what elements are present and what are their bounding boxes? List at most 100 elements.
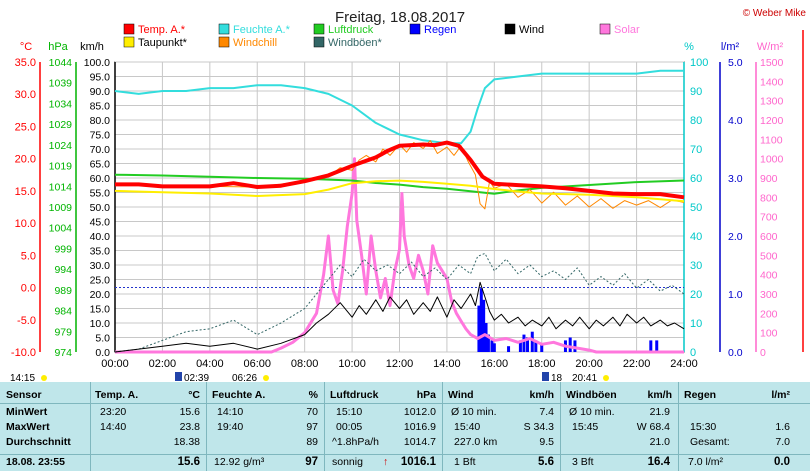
avg-humidity: 89 <box>306 436 318 448</box>
sun-icon <box>263 375 269 381</box>
pressure-trend: ^1.8hPa/h <box>332 436 379 448</box>
humidity-axis-tick-label: 10 <box>690 318 702 330</box>
header-pressure-unit: hPa <box>416 389 436 401</box>
chart-credit: © Weber Mike <box>743 8 807 19</box>
wind-axis-tick-label: 0.0 <box>95 347 110 359</box>
rain-bar <box>479 288 483 352</box>
table-header-divider <box>0 403 810 404</box>
rain-bar <box>530 331 534 352</box>
solar-axis-tick-label: 1200 <box>760 115 784 127</box>
avg-gusts: 21.0 <box>649 436 670 448</box>
x-tick-label: 00:00 <box>101 358 129 370</box>
time-marker-mid: 18 <box>551 373 563 382</box>
current-pressure: 1016.1 <box>400 456 436 468</box>
wind-axis-tick-label: 30.0 <box>90 260 111 272</box>
rain-axis-tick-label: 2.0 <box>728 231 743 243</box>
current-humidity: 97 <box>305 456 318 468</box>
wind-axis-tick-label: 55.0 <box>90 188 111 200</box>
pressure-rising-arrow-icon: ↑ <box>383 456 389 468</box>
table-row-max: MaxWert 14:40 23.8 19:40 97 00:05 1016.9… <box>0 420 810 435</box>
wind-axis-tick-label: 15.0 <box>90 304 111 316</box>
current-gusts: 16.4 <box>647 456 670 468</box>
wind-axis-tick-label: 50.0 <box>90 202 111 214</box>
max-pressure-time: 00:05 <box>336 421 363 433</box>
legend-swatch <box>504 23 516 35</box>
header-pressure: Luftdruck <box>330 389 379 401</box>
legend-swatch <box>409 23 421 35</box>
rain-bar <box>568 337 572 352</box>
min-humidity-time: 14:10 <box>217 406 244 418</box>
rain-bar <box>477 305 481 352</box>
legend-swatch <box>313 36 325 48</box>
column-divider <box>560 382 561 471</box>
min-temp-time: 23:20 <box>100 406 127 418</box>
sunrise-time-2: 06:26 <box>232 373 257 382</box>
wind-axis-tick-label: 60.0 <box>90 173 111 185</box>
wind-axis-tick-label: 20.0 <box>90 289 111 301</box>
legend-swatch <box>218 36 230 48</box>
legend-swatch <box>599 23 611 35</box>
feuchte-series-line <box>114 69 684 145</box>
solar-unit-label: W/m² <box>757 41 784 53</box>
x-tick-label: 14:00 <box>433 358 461 370</box>
min-gusts: 21.9 <box>649 406 670 418</box>
table-header-row: Sensor Temp. A. °C Feuchte A. % Luftdruc… <box>0 388 810 403</box>
max-wind-time: 15:40 <box>454 421 481 433</box>
sun-icon <box>603 375 609 381</box>
temp-unit-label: °C <box>20 41 32 53</box>
legend-label: Solar <box>614 24 640 36</box>
current-gusts-beaufort: 3 Bft <box>572 456 594 468</box>
max-temp-time: 14:40 <box>100 421 127 433</box>
sun-icon <box>41 375 47 381</box>
chart-title: Freitag, 18.08.2017 <box>335 9 465 26</box>
row-label: Durchschnitt <box>6 436 71 448</box>
header-humidity: Feuchte A. <box>212 389 266 401</box>
min-gusts-label: Ø 10 min. <box>569 406 615 418</box>
max-temp: 23.8 <box>179 421 200 433</box>
wind-series-line <box>114 281 685 353</box>
max-pressure: 1016.9 <box>403 421 436 433</box>
pressure-axis-tick-label: 1004 <box>49 223 73 235</box>
legend-label: Taupunkt* <box>138 37 188 49</box>
header-temp-unit: °C <box>188 389 200 401</box>
pressure-axis-tick-label: 974 <box>54 347 72 359</box>
rain-axis-tick-label: 4.0 <box>728 115 743 127</box>
solar-axis-tick-label: 1300 <box>760 96 784 108</box>
solar-axis-tick-label: 1400 <box>760 76 784 88</box>
max-rain: 1.6 <box>775 421 790 433</box>
x-tick-label: 08:00 <box>291 358 319 370</box>
table-row-average: Durchschnitt 18.38 89 ^1.8hPa/h 1014.7 2… <box>0 435 810 450</box>
solar-axis-tick-label: 900 <box>760 173 778 185</box>
min-temp: 15.6 <box>179 406 200 418</box>
x-tick-label: 06:00 <box>243 358 271 370</box>
rain-bar <box>522 334 526 352</box>
windchill-series-line <box>114 140 685 210</box>
wind-axis-tick-label: 80.0 <box>90 115 111 127</box>
temp-axis-tick-label: 20.0 <box>15 154 36 166</box>
max-humidity: 97 <box>306 421 318 433</box>
humidity-unit-label: % <box>684 41 694 53</box>
avg-temp: 18.38 <box>173 436 200 448</box>
solar-axis-tick-label: 400 <box>760 270 778 282</box>
wind-axis-tick-label: 100.0 <box>84 57 110 69</box>
current-timestamp: 18.08. 23:55 <box>6 456 65 468</box>
legend-swatch <box>313 23 325 35</box>
header-wind: Wind <box>448 389 474 401</box>
windboeen-series-line <box>114 252 685 353</box>
max-gusts-time: 15:45 <box>572 421 599 433</box>
rain-bar <box>526 337 530 352</box>
humidity-axis-tick-label: 50 <box>690 202 702 214</box>
table-row-current: 18.08. 23:55 15.6 12.92 g/m³ 97 sonnig ↑… <box>0 455 810 470</box>
wind-axis-tick-label: 25.0 <box>90 275 111 287</box>
solar-axis-tick-label: 600 <box>760 231 778 243</box>
wind-distance: 227.0 km <box>454 436 498 448</box>
header-rain: Regen <box>684 389 717 401</box>
header-sensor: Sensor <box>6 389 42 401</box>
column-divider <box>90 382 91 471</box>
min-pressure-time: 15:10 <box>336 406 363 418</box>
rain-axis-tick-label: 3.0 <box>728 173 743 185</box>
sunrise-time: 02:39 <box>184 373 209 382</box>
rain-total-label: Gesamt: <box>690 436 730 448</box>
min-humidity: 70 <box>306 406 318 418</box>
current-wind: 5.6 <box>538 456 554 468</box>
